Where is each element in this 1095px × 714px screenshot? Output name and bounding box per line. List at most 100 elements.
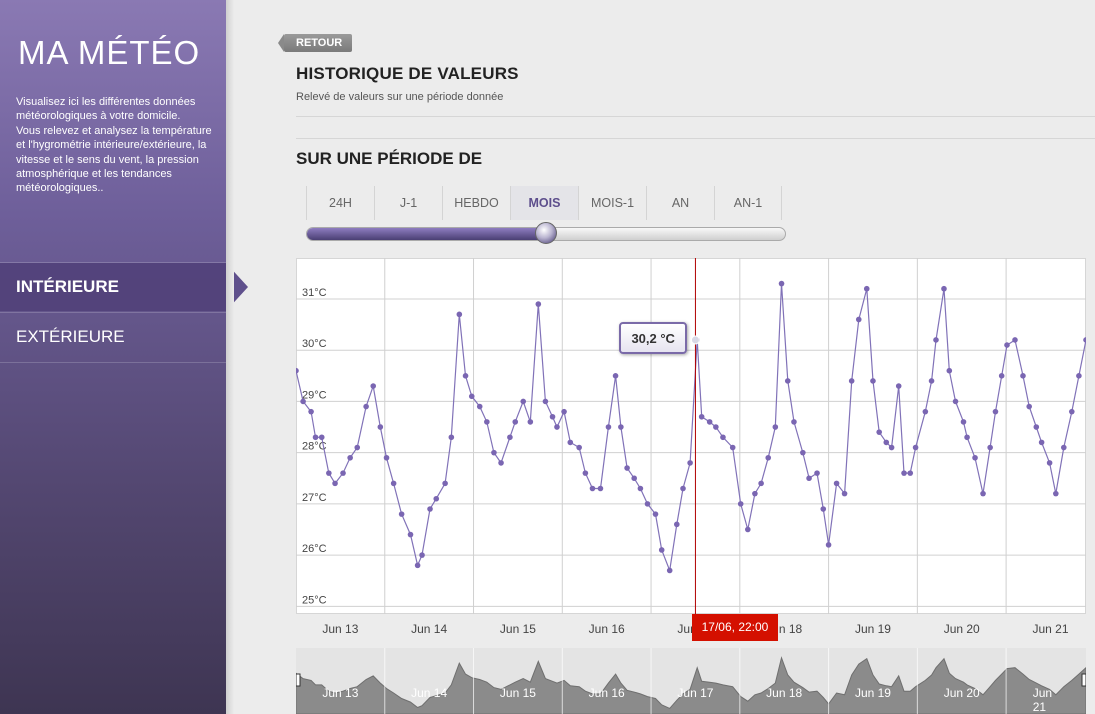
period-slider[interactable] bbox=[306, 222, 786, 244]
data-point bbox=[1020, 373, 1026, 379]
data-point bbox=[895, 383, 902, 389]
data-point bbox=[752, 490, 758, 497]
data-point bbox=[833, 480, 840, 487]
tab-mois[interactable]: MOIS bbox=[510, 186, 578, 220]
sidebar: MA MÉTÉO Visualisez ici les différentes … bbox=[0, 0, 248, 714]
data-point bbox=[658, 547, 665, 553]
data-point bbox=[597, 485, 604, 492]
tab-hebdo[interactable]: HEBDO bbox=[442, 186, 510, 220]
data-point bbox=[468, 393, 475, 400]
data-point bbox=[1061, 444, 1067, 451]
data-point bbox=[554, 424, 560, 430]
data-point bbox=[1076, 373, 1082, 379]
temperature-chart[interactable]: 25°C 26°C 27°C 28°C 29°C 30°C 31°C 30,2 °C bbox=[296, 258, 1086, 618]
data-point bbox=[863, 285, 870, 292]
data-point bbox=[820, 506, 827, 512]
sidebar-item-exterieure[interactable]: EXTÉRIEURE bbox=[0, 313, 226, 361]
data-point bbox=[972, 454, 978, 461]
data-point bbox=[800, 449, 806, 456]
data-point bbox=[476, 403, 483, 410]
x-tick-label: Jun 13 bbox=[322, 622, 359, 636]
data-point bbox=[370, 383, 377, 389]
navigator-label: Jun 16 bbox=[588, 686, 625, 700]
data-point bbox=[484, 419, 490, 425]
y-tick-label: 27°C bbox=[302, 492, 327, 504]
slider-handle[interactable] bbox=[535, 222, 557, 244]
page-title: HISTORIQUE DE VALEURS bbox=[296, 64, 519, 83]
data-point bbox=[848, 378, 855, 384]
data-point bbox=[814, 470, 820, 476]
data-point bbox=[706, 419, 713, 425]
back-button[interactable]: RETOUR bbox=[277, 34, 353, 52]
data-point bbox=[737, 501, 744, 507]
y-tick-label: 25°C bbox=[302, 594, 327, 606]
tab-24h[interactable]: 24H bbox=[306, 186, 374, 220]
data-point bbox=[883, 439, 890, 446]
data-point bbox=[666, 567, 673, 574]
data-point bbox=[992, 408, 999, 415]
data-point bbox=[637, 485, 644, 492]
sidebar-shadow bbox=[226, 0, 234, 714]
data-point bbox=[527, 419, 534, 425]
data-point bbox=[652, 511, 659, 517]
nav-divider bbox=[0, 262, 226, 263]
navigator-label: Jun 13 bbox=[322, 686, 359, 700]
tab-j-1[interactable]: J-1 bbox=[374, 186, 442, 220]
cursor-date-badge: 17/06, 22:00 bbox=[692, 614, 778, 641]
x-tick-label: Jun 20 bbox=[943, 622, 980, 636]
data-point bbox=[841, 490, 848, 497]
page-subtitle: Relevé de valeurs sur une période donnée bbox=[296, 91, 504, 103]
sidebar-item-interieure[interactable]: INTÉRIEURE bbox=[0, 263, 248, 311]
data-point bbox=[1068, 408, 1075, 415]
data-point bbox=[407, 531, 414, 538]
data-point bbox=[542, 398, 549, 405]
x-tick-label: Jun 21 bbox=[1032, 622, 1069, 636]
data-point bbox=[888, 444, 895, 451]
cursor-point bbox=[690, 335, 700, 345]
data-point bbox=[507, 434, 513, 441]
data-point bbox=[1046, 460, 1053, 466]
data-point bbox=[549, 413, 556, 420]
data-point bbox=[456, 311, 463, 318]
data-point bbox=[960, 419, 967, 425]
tab-an-1[interactable]: AN-1 bbox=[714, 186, 782, 220]
data-point bbox=[928, 378, 935, 384]
data-point bbox=[582, 470, 589, 476]
data-point bbox=[326, 470, 332, 476]
data-point bbox=[922, 408, 929, 415]
data-point bbox=[855, 316, 862, 323]
data-point bbox=[1038, 439, 1045, 446]
slider-fill bbox=[307, 228, 550, 240]
tab-an[interactable]: AN bbox=[646, 186, 714, 220]
chart-svg: 25°C 26°C 27°C 28°C 29°C 30°C 31°C bbox=[296, 258, 1086, 614]
data-point bbox=[901, 470, 907, 476]
data-point bbox=[772, 424, 779, 430]
data-point bbox=[698, 413, 705, 420]
data-point bbox=[1026, 403, 1032, 410]
navigator-label: Jun 18 bbox=[766, 686, 803, 700]
data-point bbox=[964, 434, 970, 441]
data-point bbox=[512, 419, 519, 425]
data-point bbox=[318, 434, 325, 441]
data-point bbox=[765, 454, 772, 461]
data-point bbox=[340, 470, 346, 476]
data-point bbox=[778, 280, 785, 287]
data-point bbox=[987, 444, 993, 451]
data-point bbox=[618, 424, 624, 430]
chart-navigator[interactable]: Jun 13 Jun 14 Jun 15 Jun 16 Jun 17 Jun 1… bbox=[296, 648, 1086, 714]
data-point bbox=[713, 424, 719, 430]
data-point bbox=[354, 444, 361, 451]
data-point bbox=[491, 449, 497, 456]
divider bbox=[296, 138, 1095, 139]
data-point bbox=[1004, 342, 1010, 348]
data-point bbox=[300, 398, 306, 405]
y-tick-label: 30°C bbox=[302, 338, 327, 350]
tab-mois-1[interactable]: MOIS-1 bbox=[578, 186, 646, 220]
data-point bbox=[561, 408, 567, 415]
y-tick-label: 31°C bbox=[302, 287, 327, 299]
data-point bbox=[1053, 490, 1059, 497]
navigator-label: Jun 15 bbox=[499, 686, 536, 700]
data-point bbox=[998, 373, 1005, 379]
app-title: MA MÉTÉO bbox=[18, 34, 201, 71]
y-tick-label: 28°C bbox=[302, 441, 327, 453]
